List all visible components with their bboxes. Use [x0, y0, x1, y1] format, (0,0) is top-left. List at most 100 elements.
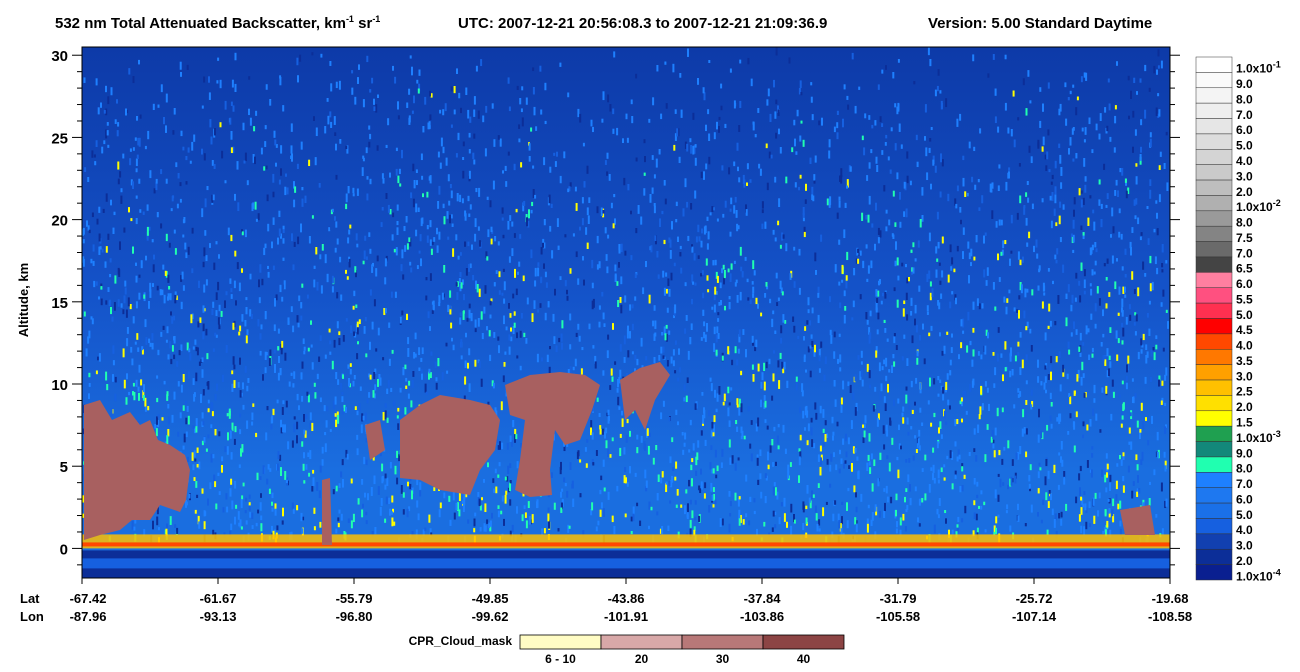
texture-pixel [1118, 394, 1121, 398]
texture-pixel [1080, 262, 1083, 271]
texture-pixel [876, 418, 879, 427]
texture-pixel [1085, 507, 1088, 514]
texture-pixel [928, 232, 931, 242]
texture-pixel [1040, 519, 1043, 524]
texture-pixel [484, 503, 487, 513]
texture-pixel [1040, 381, 1043, 386]
texture-pixel [786, 380, 789, 389]
texture-pixel [779, 244, 782, 249]
texture-pixel [1120, 411, 1123, 418]
texture-pixel [818, 355, 821, 362]
texture-pixel [1041, 432, 1044, 440]
texture-pixel [899, 517, 902, 526]
texture-pixel [766, 182, 769, 191]
texture-pixel [231, 422, 234, 432]
texture-pixel [740, 426, 743, 434]
texture-pixel [855, 520, 858, 526]
texture-pixel [318, 183, 321, 188]
texture-pixel [540, 278, 543, 284]
texture-pixel [610, 368, 613, 376]
texture-pixel [759, 473, 762, 480]
texture-pixel [804, 427, 806, 431]
texture-pixel [703, 321, 706, 327]
texture-pixel [549, 346, 551, 350]
texture-pixel [543, 242, 546, 249]
texture-pixel [532, 87, 535, 95]
texture-pixel [530, 209, 533, 214]
texture-pixel [833, 331, 836, 338]
texture-pixel [559, 62, 562, 67]
texture-pixel [895, 345, 898, 351]
label-base: 1.0x10 [1236, 569, 1273, 583]
texture-pixel [1129, 314, 1132, 321]
texture-pixel [1089, 419, 1092, 427]
texture-pixel [463, 497, 466, 506]
texture-pixel [832, 513, 835, 522]
texture-pixel [509, 215, 512, 221]
texture-pixel [679, 245, 682, 250]
texture-pixel [457, 132, 460, 141]
texture-pixel [451, 337, 453, 342]
texture-pixel [878, 511, 881, 518]
texture-pixel [1108, 368, 1110, 377]
texture-pixel [805, 183, 807, 191]
label-base: 1.0x10 [1236, 62, 1273, 76]
texture-pixel [736, 223, 739, 232]
texture-pixel [861, 212, 864, 221]
texture-pixel [87, 225, 90, 231]
texture-pixel [680, 267, 683, 274]
colorbar-swatch [1195, 287, 1233, 304]
texture-pixel [1023, 205, 1026, 209]
texture-pixel [129, 148, 132, 152]
texture-pixel [489, 520, 492, 527]
texture-pixel [333, 339, 336, 348]
texture-pixel [973, 146, 976, 152]
texture-pixel [877, 227, 880, 235]
texture-pixel [787, 471, 790, 479]
texture-pixel [543, 528, 546, 534]
texture-pixel [373, 475, 376, 485]
texture-pixel [1163, 451, 1166, 458]
texture-pixel [658, 355, 661, 361]
texture-pixel [1098, 179, 1101, 185]
texture-pixel [390, 291, 393, 298]
texture-pixel [1069, 396, 1072, 405]
texture-pixel [711, 494, 714, 501]
texture-pixel [421, 175, 424, 180]
texture-pixel [513, 233, 516, 238]
texture-pixel [708, 133, 711, 141]
texture-pixel [195, 481, 198, 488]
texture-pixel [409, 238, 412, 247]
texture-pixel [455, 502, 458, 511]
texture-pixel [914, 486, 917, 492]
texture-pixel [124, 280, 127, 287]
texture-pixel [267, 271, 270, 278]
texture-pixel [435, 382, 438, 390]
texture-pixel [481, 333, 484, 340]
texture-pixel [992, 443, 995, 449]
texture-pixel [443, 492, 446, 499]
texture-pixel [362, 99, 365, 108]
texture-pixel [912, 455, 915, 461]
texture-pixel [1073, 321, 1075, 329]
texture-pixel [1080, 376, 1083, 386]
texture-pixel [709, 377, 712, 382]
texture-pixel [556, 218, 559, 227]
texture-pixel [1131, 378, 1134, 382]
texture-pixel [1082, 373, 1085, 378]
texture-pixel [559, 276, 562, 281]
texture-pixel [139, 209, 142, 213]
texture-pixel [255, 522, 258, 527]
cloud [400, 395, 500, 495]
texture-pixel [838, 333, 841, 337]
texture-pixel [483, 523, 486, 532]
texture-pixel [430, 248, 433, 255]
texture-pixel [679, 252, 682, 257]
texture-pixel [144, 319, 147, 328]
texture-pixel [241, 229, 243, 233]
texture-pixel [1027, 70, 1030, 77]
texture-pixel [642, 287, 645, 295]
texture-pixel [618, 376, 621, 384]
texture-pixel [892, 234, 895, 239]
texture-pixel [733, 100, 736, 109]
